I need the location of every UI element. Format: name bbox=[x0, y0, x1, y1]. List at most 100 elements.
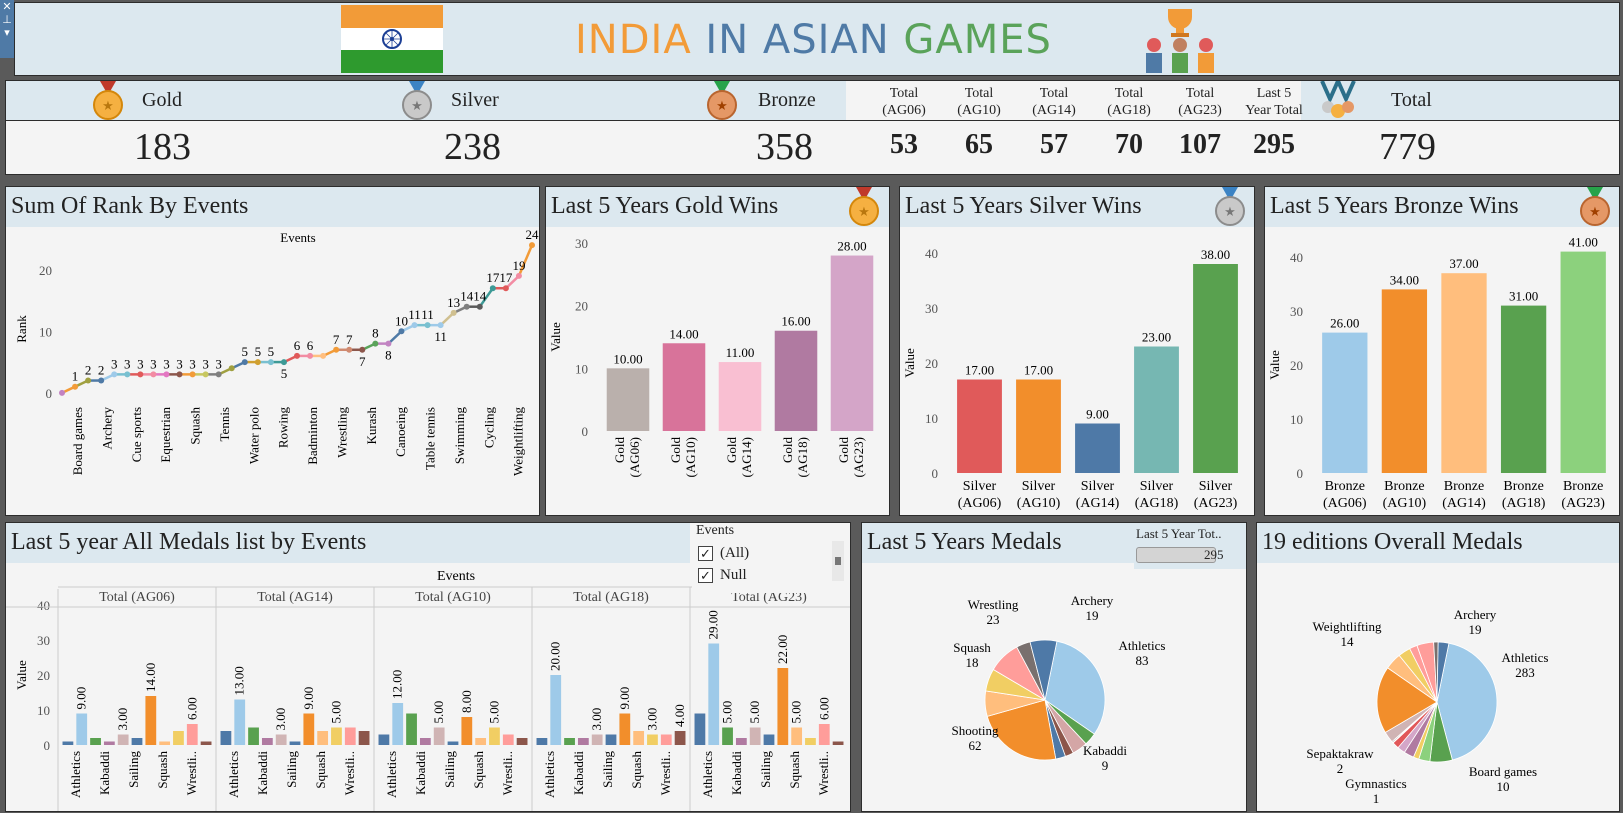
bar-value-label: 13.00 bbox=[232, 666, 247, 695]
title-in-asian: IN ASIAN bbox=[705, 17, 890, 63]
bar-value-label: 3.00 bbox=[589, 708, 604, 731]
bar bbox=[234, 699, 246, 745]
rank-value-label: 5 bbox=[255, 344, 262, 359]
x-tick-label: Silver bbox=[1022, 479, 1056, 494]
x-tick-label: (AG18) bbox=[1135, 496, 1179, 511]
bar bbox=[619, 713, 631, 745]
pie-slice-label: Athletics bbox=[1119, 638, 1166, 653]
bar bbox=[818, 724, 830, 745]
kpi-ag10-value: 65 bbox=[965, 129, 993, 160]
rank-line-segment bbox=[517, 244, 534, 277]
y-tick-label: 10 bbox=[39, 324, 52, 339]
filter-null-checkbox[interactable]: ✓ bbox=[698, 568, 713, 583]
rank-point bbox=[98, 377, 105, 384]
rank-point bbox=[333, 346, 340, 353]
kpi-ag18-value: 70 bbox=[1115, 129, 1143, 160]
pie-slice-value: 23 bbox=[987, 612, 1000, 627]
rank-point bbox=[228, 365, 235, 372]
pie-slice-value: 2 bbox=[1337, 761, 1344, 776]
x-tick-label: Squash bbox=[471, 751, 486, 789]
y-tick-label: 40 bbox=[1290, 250, 1303, 265]
rank-value-label: 19 bbox=[512, 258, 525, 273]
x-tick-label: Kurash bbox=[364, 407, 379, 445]
bar bbox=[830, 255, 874, 431]
filter-all-checkbox[interactable]: ✓ bbox=[698, 546, 713, 561]
rank-value-label: 24 bbox=[526, 227, 540, 242]
bar bbox=[344, 727, 356, 745]
bar bbox=[289, 741, 301, 745]
bronze-panel-title: Last 5 Years Bronze Wins bbox=[1265, 187, 1619, 227]
x-tick-label: Water polo bbox=[246, 407, 261, 464]
rank-point bbox=[529, 242, 535, 249]
bronze-medal-icon: ★ bbox=[1580, 187, 1610, 226]
gold-label: Gold bbox=[142, 89, 182, 111]
group-header: Total (AG06) bbox=[99, 590, 175, 605]
bar-value-label: 23.00 bbox=[1142, 330, 1171, 345]
rank-point bbox=[476, 303, 483, 310]
bar-value-label: 29.00 bbox=[706, 610, 721, 639]
x-tick-label: Squash bbox=[188, 407, 203, 445]
x-tick-label: Wrestling bbox=[334, 407, 349, 458]
x-tick-label: (AG06) bbox=[1323, 496, 1367, 511]
events-bar-chart: Events Value 0 10 20 30 40 Total (AG06) 9.00 3.00… bbox=[6, 569, 850, 811]
x-tick-label: Silver bbox=[963, 479, 997, 494]
rank-value-label: 5 bbox=[268, 344, 275, 359]
rank-point bbox=[254, 359, 261, 366]
last5-slider[interactable]: Last 5 Year Tot.. 295 bbox=[1134, 525, 1246, 569]
pie-slice-value: 19 bbox=[1086, 608, 1099, 623]
pie-slice-value: 18 bbox=[966, 655, 979, 670]
rank-panel: Sum Of Rank By Events Events Rank 0 10 20 1 2 2… bbox=[5, 186, 540, 516]
x-axis-title: Events bbox=[437, 569, 475, 584]
x-tick-label: Sailing bbox=[758, 751, 773, 788]
x-tick-label: Bronze bbox=[1503, 479, 1543, 494]
kpi-divider bbox=[6, 120, 1619, 121]
rank-value-label: 7 bbox=[359, 354, 366, 369]
bar bbox=[76, 713, 88, 745]
bar bbox=[1500, 305, 1547, 473]
pie-slice-label: Archery bbox=[1454, 607, 1497, 622]
y-tick-label: 0 bbox=[1297, 466, 1304, 481]
medal-set-icon bbox=[1320, 81, 1356, 118]
svg-text:★: ★ bbox=[858, 204, 870, 219]
x-tick-label: Squash bbox=[629, 751, 644, 789]
pin-tab[interactable]: ✕ ⊥ ▾ bbox=[0, 0, 14, 58]
y-tick-label: 30 bbox=[925, 301, 938, 316]
rank-point bbox=[202, 371, 209, 378]
pie-slice-value: 14 bbox=[1341, 634, 1355, 649]
events-panel-title: Last 5 year All Medals list by Events bbox=[6, 523, 690, 563]
pie-slice-label: Shooting bbox=[952, 723, 999, 738]
bar bbox=[159, 741, 171, 745]
rank-point bbox=[72, 383, 79, 390]
bar bbox=[331, 727, 342, 745]
bar-value-label: 14.00 bbox=[143, 663, 158, 692]
bar bbox=[564, 738, 575, 745]
y-axis-label: Rank bbox=[14, 315, 29, 343]
bar bbox=[735, 738, 747, 745]
bar-value-label: 10.00 bbox=[613, 351, 642, 366]
y-axis-label: Value bbox=[1267, 350, 1282, 380]
bar bbox=[461, 717, 473, 745]
bar-value-label: 9.00 bbox=[301, 687, 316, 710]
rank-point bbox=[85, 377, 92, 384]
bar-value-label: 41.00 bbox=[1569, 235, 1598, 250]
y-tick-label: 20 bbox=[1290, 358, 1303, 373]
x-tick-label: Swimming bbox=[452, 407, 467, 465]
bar-value-label: 5.00 bbox=[431, 701, 446, 724]
bar-value-label: 37.00 bbox=[1449, 256, 1478, 271]
pie-slice bbox=[1436, 642, 1498, 761]
pie-slice-label: Kabaddi bbox=[1083, 743, 1127, 758]
bar bbox=[674, 731, 686, 745]
bar bbox=[591, 734, 603, 745]
y-tick-label: 30 bbox=[37, 633, 50, 648]
india-flag bbox=[341, 5, 443, 73]
filter-scrollbar[interactable] bbox=[832, 541, 844, 581]
last5-slider-track[interactable] bbox=[1136, 547, 1216, 563]
bar-value-label: 9.00 bbox=[74, 687, 89, 710]
bar bbox=[791, 727, 803, 745]
rank-point bbox=[241, 359, 248, 366]
bar-value-label: 5.00 bbox=[789, 701, 804, 724]
x-axis-title: Events bbox=[280, 230, 315, 245]
bar-value-label: 5.00 bbox=[720, 701, 735, 724]
bar bbox=[1560, 251, 1606, 473]
